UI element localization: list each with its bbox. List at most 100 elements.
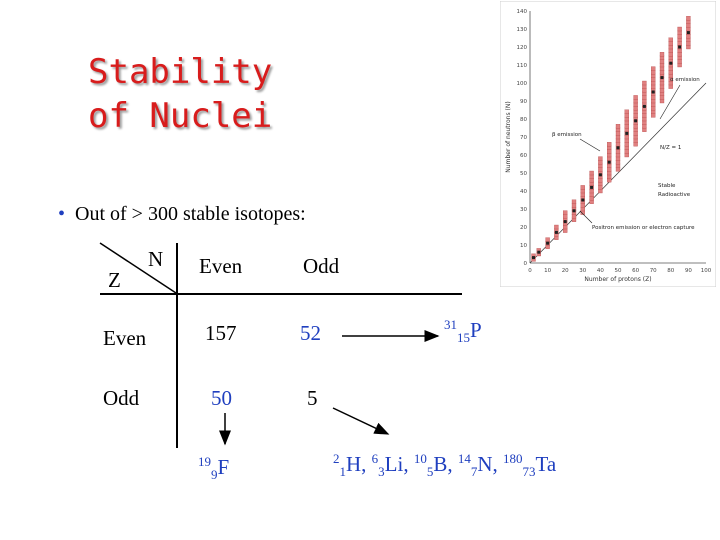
radioactive-nuclide-point [633, 131, 638, 136]
radioactive-nuclide-point [607, 142, 612, 147]
radioactive-nuclide-point [633, 138, 638, 143]
radioactive-nuclide-point [651, 70, 656, 75]
radioactive-nuclide-point [668, 84, 673, 89]
radioactive-nuclide-point [686, 44, 691, 50]
radioactive-nuclide-point [642, 109, 647, 114]
radioactive-nuclide-point [607, 163, 612, 168]
beta-emission-label: β emission [552, 132, 582, 138]
radioactive-nuclide-point [607, 149, 612, 154]
nuclide-mass: 180 [503, 451, 523, 466]
radioactive-nuclide-point [598, 185, 603, 190]
radioactive-nuclide-point [580, 188, 585, 194]
nuclide-z: 5 [426, 464, 434, 480]
radioactive-nuclide-point [633, 113, 638, 118]
radioactive-nuclide-point [598, 163, 603, 168]
radioactive-nuclide-point [677, 37, 682, 42]
radioactive-nuclide-point [615, 131, 621, 136]
radioactive-nuclide-point [633, 134, 638, 140]
nuclide-sep: , [492, 452, 504, 476]
stable-nuclide-point [678, 45, 682, 49]
radioactive-nuclide-point [677, 52, 682, 57]
x-tick-label: 20 [562, 268, 569, 274]
radioactive-nuclide-point [615, 124, 621, 129]
stable-nuclide-point [572, 209, 576, 213]
radioactive-nuclide-point [642, 127, 647, 132]
radioactive-nuclide-point [659, 95, 665, 100]
radioactive-nuclide-point [668, 48, 673, 53]
nuclide-sep: , [361, 452, 372, 476]
corner-diagonal [99, 242, 177, 294]
radioactive-nuclide-point [624, 109, 629, 114]
radioactive-nuclide-point [642, 80, 647, 86]
radioactive-nuclide-point [686, 23, 691, 28]
radioactive-nuclide-point [615, 142, 621, 147]
radioactive-nuclide-point [642, 91, 647, 96]
legend-radioactive-label: Radioactive [658, 192, 691, 198]
y-tick-label: 100 [517, 81, 528, 87]
radioactive-nuclide-point [686, 16, 691, 21]
y-tick-label: 70 [520, 135, 527, 141]
radioactive-nuclide-point [686, 26, 691, 32]
radioactive-nuclide-point [545, 237, 550, 242]
radioactive-nuclide-point [651, 98, 656, 104]
radioactive-nuclide-point [624, 152, 629, 158]
radioactive-nuclide-point [554, 235, 559, 240]
radioactive-nuclide-point [589, 181, 594, 186]
y-tick-label: 0 [524, 261, 528, 267]
radioactive-nuclide-point [624, 145, 629, 150]
x-tick-label: 80 [667, 268, 674, 274]
radioactive-nuclide-point [607, 156, 612, 161]
stable-nuclide-point [563, 220, 567, 224]
y-tick-label: 40 [520, 189, 527, 195]
radioactive-nuclide-point [615, 138, 621, 143]
y-axis-label: Number of neutrons (N) [505, 101, 512, 172]
radioactive-nuclide-point [668, 52, 673, 57]
odd-odd-nuclide: 105B, [414, 452, 458, 480]
radioactive-nuclide-point [668, 41, 673, 46]
nuclide-f19: 199F [198, 454, 229, 481]
radioactive-nuclide-point [598, 167, 603, 172]
radioactive-nuclide-point [677, 59, 682, 64]
stable-nuclide-point [590, 185, 594, 189]
x-tick-label: 70 [650, 268, 657, 274]
stable-nuclide-point [616, 146, 620, 150]
x-tick-label: 0 [528, 268, 532, 274]
y-tick-label: 80 [520, 117, 527, 123]
nuclide-f19-mass: 19 [198, 454, 211, 469]
y-tick-label: 110 [517, 63, 528, 69]
radioactive-nuclide-point [633, 102, 638, 107]
nuclide-p31-mass: 31 [444, 317, 457, 332]
radioactive-nuclide-point [598, 188, 603, 194]
radioactive-nuclide-point [642, 116, 647, 122]
slide-title: Stability of Nuclei [88, 50, 308, 138]
radioactive-nuclide-point [598, 156, 603, 161]
x-tick-label: 30 [579, 268, 586, 274]
cell-odd-even: 50 [211, 386, 232, 410]
radioactive-nuclide-point [642, 113, 647, 118]
radioactive-nuclide-point [651, 95, 656, 100]
radioactive-nuclide-point [615, 152, 621, 158]
radioactive-nuclide-point [580, 203, 585, 208]
nuclide-z: 73 [522, 464, 536, 480]
radioactive-nuclide-point [598, 160, 603, 165]
radioactive-nuclide-point [633, 106, 638, 111]
radioactive-nuclide-point [624, 134, 629, 140]
nuclide-mass: 14 [457, 451, 471, 466]
nuclide-symbol: B [433, 452, 448, 476]
radioactive-nuclide-point [651, 73, 656, 78]
odd-odd-nuclide: 21H, [333, 452, 372, 478]
radioactive-nuclide-point [633, 127, 638, 132]
radioactive-nuclide-point [668, 37, 673, 42]
radioactive-nuclide-point [677, 41, 682, 46]
radioactive-nuclide-point [659, 66, 665, 71]
nuclide-p31-z: 15 [457, 330, 470, 346]
radioactive-nuclide-point [580, 192, 585, 197]
radioactive-nuclide-point [642, 98, 647, 104]
radioactive-nuclide-point [651, 80, 656, 86]
radioactive-nuclide-point [589, 174, 594, 179]
cell-even-even: 157 [205, 321, 237, 345]
nuclide-z: 3 [378, 464, 385, 480]
x-tick-label: 60 [632, 268, 639, 274]
radioactive-nuclide-point [642, 84, 647, 89]
